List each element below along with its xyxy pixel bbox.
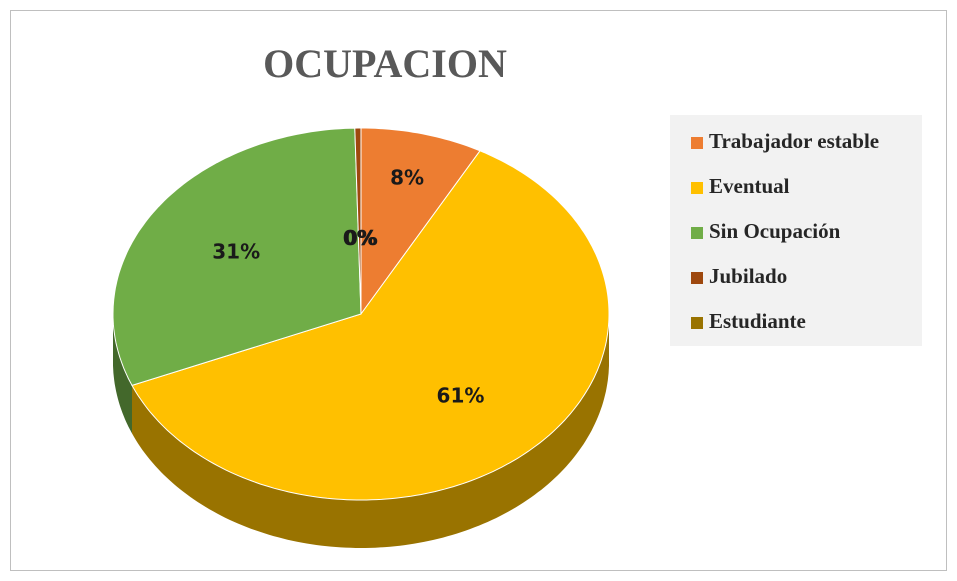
data-label: 8% [390,165,424,189]
legend-label: Eventual [709,174,790,198]
data-label: 31% [212,240,260,264]
data-label: 61% [437,383,485,407]
pie-slice [131,150,610,501]
pie-slice [112,127,362,387]
legend-swatch [691,317,703,329]
legend-label: Trabajador estable [709,129,879,153]
legend-swatch [691,227,703,239]
legend-swatch [691,137,703,149]
pie-side [113,314,132,434]
legend-swatch [691,272,703,284]
legend [670,115,922,346]
legend-label: Estudiante [709,309,806,333]
data-label: 0% [344,226,378,250]
pie-side [132,314,609,548]
chart-title: OCUPACION [263,41,507,86]
data-label: 0% [343,226,377,250]
legend-label: Sin Ocupación [709,219,841,243]
legend-label: Jubilado [709,264,787,288]
pie-slice [360,127,481,316]
legend-swatch [691,182,703,194]
